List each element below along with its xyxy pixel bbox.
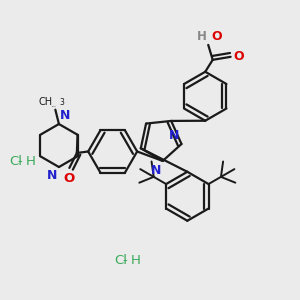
Text: H: H [130, 254, 140, 267]
Text: O: O [211, 30, 222, 44]
Text: H: H [26, 155, 36, 168]
Text: 3: 3 [59, 98, 64, 107]
Text: N: N [151, 164, 161, 177]
Text: methyl: methyl [51, 106, 56, 107]
Text: Cl: Cl [114, 254, 127, 267]
Text: N: N [169, 129, 179, 142]
Text: O: O [64, 172, 75, 184]
Text: H: H [197, 29, 207, 43]
Text: N: N [60, 109, 70, 122]
Text: O: O [233, 50, 244, 63]
Text: CH: CH [39, 97, 53, 107]
Text: N: N [47, 169, 57, 182]
Text: -: - [18, 155, 22, 168]
Text: Cl: Cl [10, 155, 23, 168]
Text: -: - [122, 254, 127, 267]
